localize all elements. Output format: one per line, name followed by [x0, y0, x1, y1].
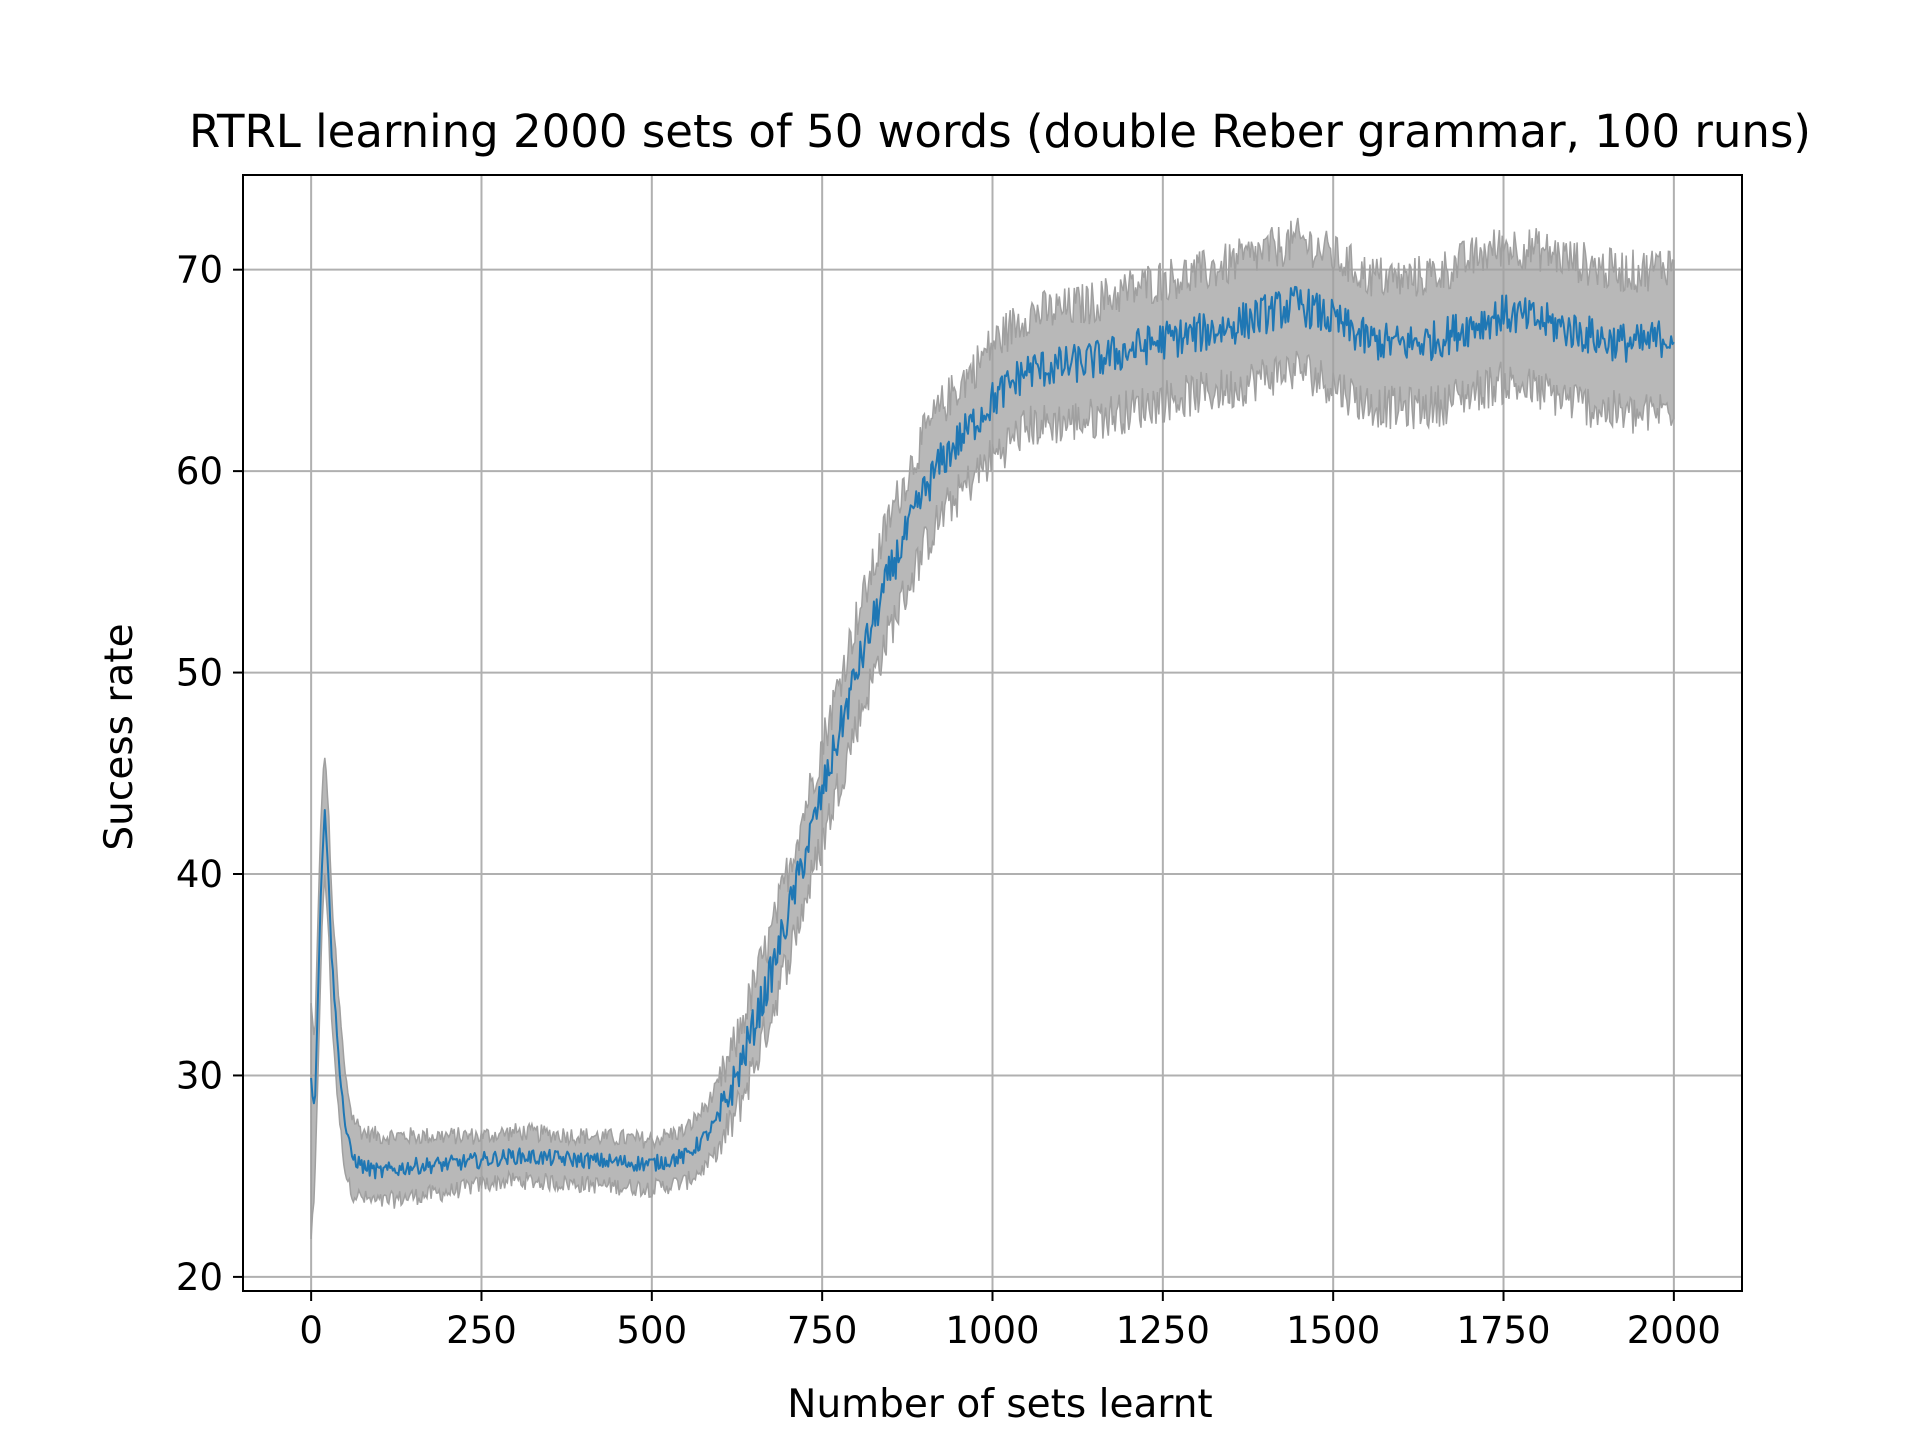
mean-series-line [310, 285, 1675, 1180]
x-tick-label: 250 [446, 1309, 517, 1352]
x-tick-label: 2000 [1627, 1309, 1721, 1352]
x-axis-label: Number of sets learnt [787, 1382, 1212, 1427]
mean-line-layer [310, 285, 1675, 1180]
x-tick-label: 1250 [1116, 1309, 1210, 1352]
x-tick-label: 500 [617, 1309, 688, 1352]
x-tick-label: 1000 [945, 1309, 1039, 1352]
x-tick-label: 750 [787, 1309, 858, 1352]
axis-ticks: 0 250 500 750 1000 1250 1500 1750 2000 20 30 40 50 60… [176, 249, 1721, 1352]
y-tick-label: 20 [176, 1256, 223, 1299]
y-tick-label: 60 [176, 450, 223, 493]
y-tick-label: 50 [176, 652, 223, 695]
x-tick-label: 1750 [1456, 1309, 1550, 1352]
y-tick-label: 70 [176, 249, 223, 292]
y-tick-label: 40 [176, 853, 223, 896]
chart-title: RTRL learning 2000 sets of 50 words (dou… [189, 105, 1811, 158]
x-tick-label: 1500 [1286, 1309, 1380, 1352]
y-tick-label: 30 [176, 1054, 223, 1097]
x-tick-label: 0 [299, 1309, 323, 1352]
y-axis-label: Sucess rate [97, 623, 142, 850]
